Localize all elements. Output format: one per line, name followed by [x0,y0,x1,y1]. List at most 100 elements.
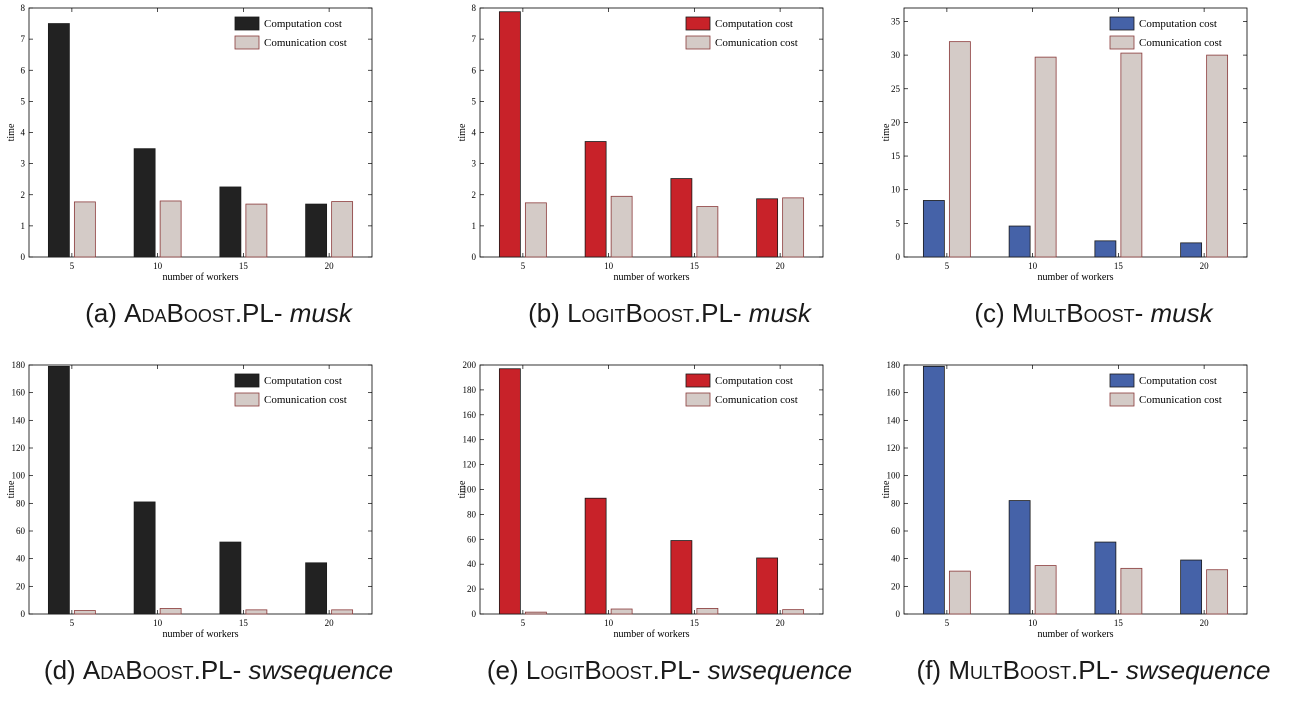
y-tick-label: 7 [472,34,477,44]
y-axis-label: time [457,123,468,141]
y-tick-label: 20 [16,581,26,591]
bar-computation [1180,559,1203,615]
caption-b: (b) LogitBoost.PL- musk [451,298,888,329]
x-tick-label: 15 [239,261,249,271]
x-tick-label: 10 [1028,261,1038,271]
y-tick-label: 6 [472,65,477,75]
bar-communication [782,197,805,258]
y-tick-label: 100 [463,485,477,495]
bar-communication [159,608,182,615]
y-tick-label: 7 [21,34,26,44]
caption-dataset: swsequence [248,655,394,685]
x-tick-label: 15 [239,618,249,628]
x-axis-label: number of workers [1037,272,1113,283]
bar-communication [331,201,354,258]
x-tick-label: 10 [1028,618,1038,628]
y-tick-label: 60 [891,526,901,536]
y-tick-label: 140 [12,415,26,425]
legend-swatch [234,16,260,31]
caption-dataset: swsequence [1125,655,1271,685]
bar-communication [1034,56,1057,258]
x-tick-label: 5 [70,261,75,271]
caption-suffix: .PL- [1070,655,1126,685]
y-tick-label: 100 [887,471,901,481]
caption-dataset: musk [748,298,811,328]
y-tick-label: 80 [891,498,901,508]
caption-prefix: (f) [916,655,949,685]
caption-method: MultBoost [1011,298,1135,328]
x-tick-label: 20 [325,261,335,271]
bar-computation [670,540,693,615]
x-axis-label: number of workers [162,272,238,283]
legend-swatch [234,373,260,388]
chart-panel-c: 0 5 10 15 20 25 30 35 5 10 15 20 number of workers ti… [875,0,1312,345]
bar-communication [1206,569,1229,615]
caption-dataset: swsequence [707,655,853,685]
legend-swatch [685,35,711,50]
y-tick-label: 80 [16,498,26,508]
y-tick-label: 180 [463,385,477,395]
x-tick-label: 10 [604,618,614,628]
caption-prefix: (d) [43,655,83,685]
y-tick-label: 0 [472,252,477,262]
plot-frame [903,7,1248,258]
caption-method: MultBoost [948,655,1071,685]
caption-e: (e) LogitBoost.PL- swsequence [451,655,888,686]
y-tick-label: 6 [21,65,26,75]
x-tick-label: 10 [604,261,614,271]
bar-communication [524,611,547,615]
y-tick-label: 80 [467,509,477,519]
y-tick-label: 60 [467,534,477,544]
x-tick-label: 5 [521,618,526,628]
chart-panel-a: 0 1 2 3 4 5 6 7 8 5 10 15 20 number of workers time Com… [0,0,437,345]
y-tick-label: 160 [463,410,477,420]
y-tick-label: 40 [467,559,477,569]
x-tick-label: 20 [776,618,786,628]
y-tick-label: 15 [891,151,901,161]
y-tick-label: 20 [891,581,901,591]
bar-communication [245,203,268,258]
bar-computation [1180,242,1203,258]
y-tick-label: 20 [467,584,477,594]
bar-computation [133,148,156,258]
y-tick-label: 140 [887,415,901,425]
y-tick-label: 0 [21,252,26,262]
y-tick-label: 8 [472,3,477,13]
y-tick-label: 3 [21,159,26,169]
bar-communication [524,202,547,258]
bar-communication [782,609,805,615]
x-tick-label: 10 [153,261,163,271]
bar-computation [584,141,607,258]
y-axis-label: time [881,480,892,498]
caption-suffix: .PL- [652,655,708,685]
caption-suffix: - [1134,298,1151,328]
bar-communication [948,41,971,258]
y-tick-label: 5 [472,96,477,106]
caption-suffix: .PL- [693,298,749,328]
caption-suffix: .PL- [234,298,290,328]
legend-label: Computation cost [264,375,342,387]
bar-communication [1034,565,1057,615]
x-tick-label: 10 [153,618,163,628]
caption-method: AdaBoost [124,298,235,328]
y-tick-label: 160 [12,388,26,398]
x-tick-label: 5 [945,261,950,271]
bar-communication [245,609,268,615]
bar-communication [159,200,182,258]
legend-swatch [1109,392,1135,407]
bar-communication [696,206,719,258]
x-tick-label: 20 [1200,618,1210,628]
legend-label: Comunication cost [264,394,347,406]
legend-swatch [1109,373,1135,388]
y-tick-label: 2 [21,190,26,200]
y-tick-label: 200 [463,360,477,370]
x-tick-label: 15 [690,261,700,271]
x-tick-label: 5 [70,618,75,628]
bar-computation [922,365,945,615]
y-tick-label: 60 [16,526,26,536]
bar-communication [696,607,719,615]
y-axis-label: time [457,480,468,498]
chart-panel-e: 0 20 40 60 80 100 120 140 160 180 200 5 10 15 20 number… [451,357,888,702]
chart-panel-f: 0 20 40 60 80 100 120 140 160 180 5 10 15 20 number of… [875,357,1312,702]
legend-swatch [1109,35,1135,50]
